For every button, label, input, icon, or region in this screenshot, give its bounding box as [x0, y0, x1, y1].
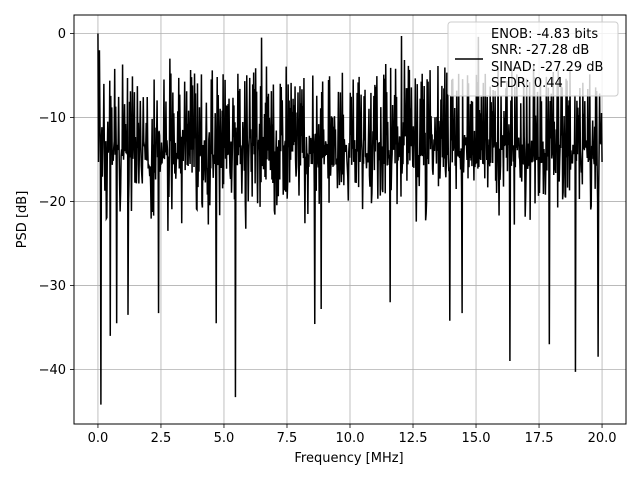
- x-tick-label: 17.5: [525, 431, 554, 446]
- x-tick-label: 15.0: [462, 431, 491, 446]
- plot-area: [97, 33, 603, 405]
- legend-enob: ENOB: -4.83 bits: [491, 27, 598, 42]
- x-axis-label: Frequency [MHz]: [294, 451, 403, 466]
- x-tick-label: 0.0: [88, 431, 109, 446]
- y-tick-label: −20: [39, 195, 66, 210]
- x-tick-label: 2.5: [151, 431, 172, 446]
- legend-box: [447, 21, 619, 97]
- y-tick-label: −40: [39, 363, 66, 378]
- x-tick-label: 7.5: [277, 431, 298, 446]
- legend: ENOB: -4.83 bits SNR: -27.28 dB SINAD: -…: [447, 21, 619, 97]
- y-tick-label: 0: [58, 27, 66, 42]
- y-axis-label: PSD [dB]: [15, 191, 30, 249]
- legend-snr: SNR: -27.28 dB: [491, 43, 589, 58]
- y-tick-label: −30: [39, 279, 66, 294]
- x-tick-label: 20.0: [588, 431, 617, 446]
- y-tick-label: −10: [39, 111, 66, 126]
- x-tick-label: 10.0: [336, 431, 365, 446]
- legend-sinad: SINAD: -27.29 dB: [491, 60, 603, 75]
- psd-series-line: [97, 33, 603, 405]
- x-axis-ticks: 0.0 2.5 5.0 7.5 10.0 12.5 15.0 17.5 20.0: [88, 424, 617, 446]
- legend-sfdr: SFDR: 0.44: [491, 76, 563, 91]
- x-tick-label: 5.0: [214, 431, 235, 446]
- x-tick-label: 12.5: [399, 431, 428, 446]
- y-axis-ticks: 0 −10 −20 −30 −40: [39, 27, 74, 378]
